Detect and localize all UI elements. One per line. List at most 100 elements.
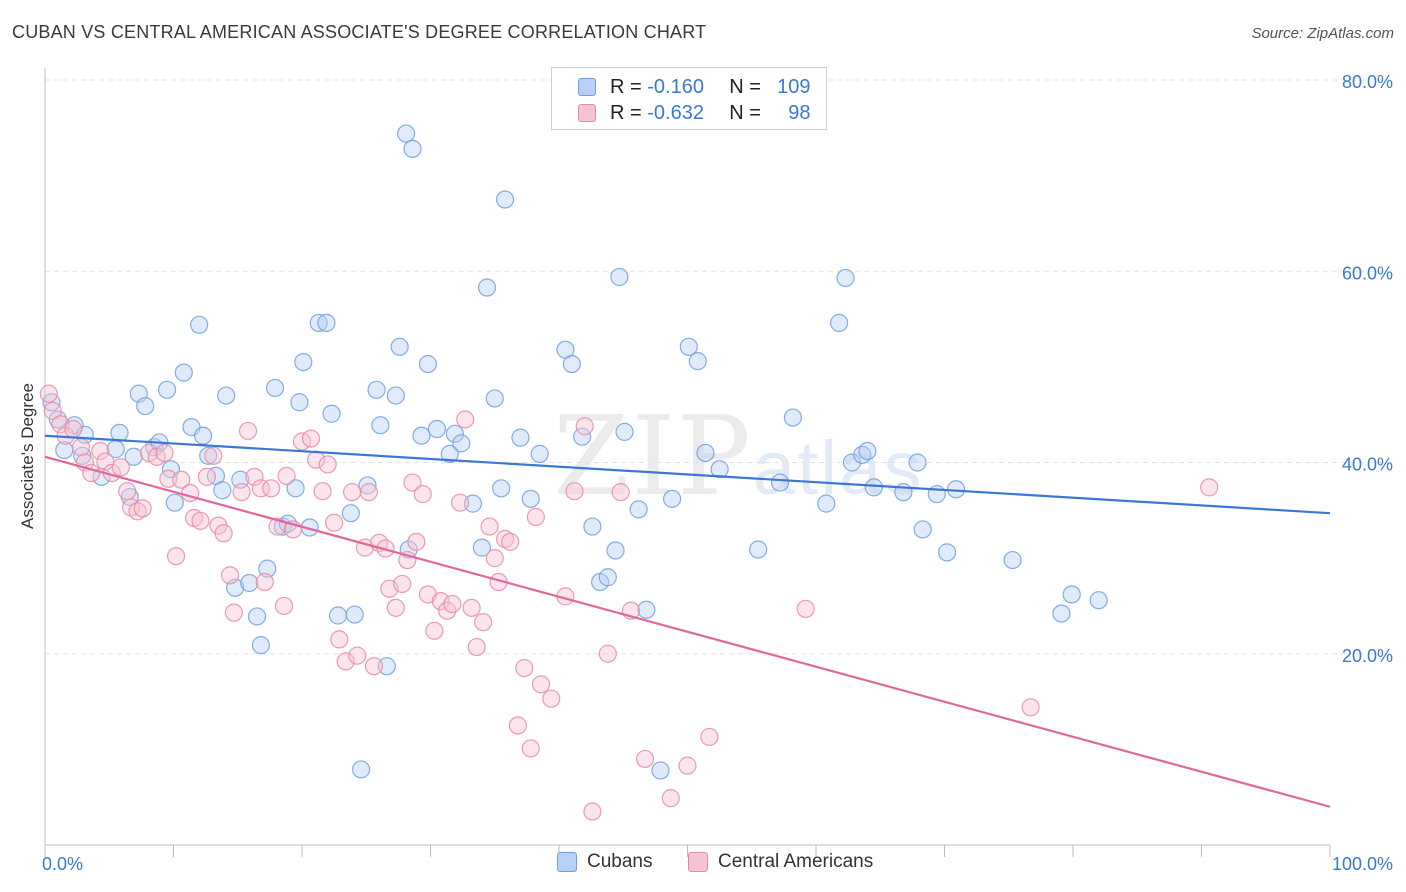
central-americans-point	[474, 613, 493, 632]
cubans-point	[495, 190, 515, 209]
central-americans-point	[678, 756, 697, 775]
cubans-point	[573, 427, 592, 446]
cubans-point	[377, 657, 396, 676]
cubans-point	[412, 426, 431, 445]
central-americans-point	[232, 483, 251, 502]
bottom-legend-swatch-cubans	[557, 852, 577, 872]
central-americans-point	[318, 455, 337, 474]
cubans-point	[830, 313, 849, 332]
cubans-point	[427, 419, 447, 439]
legend-row-central-americans: R = -0.632 N = 98	[578, 101, 811, 125]
chart-source: Source: ZipAtlas.com	[1251, 25, 1394, 42]
legend-n-label: N =	[729, 75, 761, 98]
central-americans-point	[255, 572, 274, 592]
cubans-point	[213, 481, 232, 500]
cubans-point	[651, 761, 670, 780]
cubans-point	[48, 410, 67, 429]
central-americans-point	[456, 410, 475, 429]
cubans-point	[530, 444, 549, 463]
cubans-point	[485, 389, 504, 408]
central-americans-point	[277, 466, 296, 485]
central-americans-point	[64, 419, 83, 439]
cubans-point	[842, 453, 862, 472]
central-americans-point	[413, 484, 432, 504]
bottom-legend-swatch-central-americans	[688, 852, 708, 872]
cubans-point	[317, 313, 336, 332]
central-americans-point	[220, 566, 240, 585]
central-americans-point	[583, 802, 602, 821]
cubans-point	[1062, 585, 1081, 604]
cubans-point	[864, 478, 883, 497]
cubans-point	[258, 559, 277, 578]
bottom-legend-label-cubans: Cubans	[587, 851, 653, 872]
central-americans-point	[386, 598, 405, 617]
cubans-point	[157, 380, 177, 399]
legend-r-label: R =	[610, 101, 642, 124]
cubans-point	[477, 278, 497, 297]
legend-n-label: N =	[729, 101, 761, 124]
bottom-legend-central-americans: Central Americans	[688, 851, 873, 873]
central-americans-point	[43, 401, 62, 420]
cubans-point	[629, 500, 648, 519]
cubans-point	[217, 386, 236, 405]
central-americans-point	[508, 716, 527, 735]
legend-row-cubans: R = -0.160 N = 109	[578, 75, 811, 99]
cubans-point	[463, 494, 483, 513]
central-americans-point	[425, 621, 444, 640]
central-americans-point	[301, 429, 321, 448]
cubans-point	[124, 447, 143, 466]
watermark-main: ZIP	[553, 392, 753, 520]
cubans-point	[341, 504, 360, 523]
cubans-point	[521, 489, 540, 508]
cubans-point	[710, 460, 729, 479]
chart-title: CUBAN VS CENTRAL AMERICAN ASSOCIATE'S DE…	[12, 22, 707, 42]
y-tick-label: 80.0%	[1342, 72, 1393, 92]
cubans-point	[472, 538, 491, 557]
cubans-point	[445, 424, 465, 443]
central-americans-point	[450, 493, 470, 512]
central-americans-point	[118, 482, 137, 501]
central-americans-point	[91, 441, 110, 461]
cubans-point	[265, 378, 285, 398]
central-americans-point	[343, 483, 362, 502]
cubans-point	[606, 541, 625, 560]
central-americans-point	[348, 646, 367, 665]
central-americans-point	[191, 511, 210, 530]
central-americans-point	[262, 479, 281, 498]
cubans-point	[358, 476, 377, 495]
cubans-point	[937, 543, 957, 562]
legend-r-value: -0.160	[647, 75, 704, 98]
cubans-point	[386, 386, 405, 405]
cubans-point	[598, 568, 617, 587]
central-americans-point	[359, 483, 378, 502]
cubans-point	[440, 444, 459, 463]
cubans-point	[836, 268, 855, 288]
y-tick-label: 20.0%	[1342, 646, 1393, 666]
central-americans-point	[197, 467, 217, 486]
central-americans-point	[214, 524, 233, 543]
cubans-point	[193, 426, 213, 445]
cubans-point	[136, 396, 155, 416]
watermark-sub: atlas	[752, 426, 924, 511]
central-americans-point	[71, 438, 91, 457]
watermark: ZIPatlas	[553, 392, 923, 520]
central-americans-point	[224, 603, 243, 622]
central-americans-point	[700, 727, 719, 747]
cubans-point	[817, 494, 836, 513]
legend-r-label: R =	[610, 75, 642, 98]
cubans-point	[286, 479, 305, 498]
cubans-point	[662, 489, 682, 508]
central-americans-point	[330, 630, 349, 649]
cubans-point	[770, 473, 790, 492]
central-americans-point	[661, 789, 680, 808]
central-americans-point	[485, 549, 504, 568]
cubans-point	[583, 517, 602, 536]
cubans-point	[240, 573, 259, 593]
central-americans-point	[635, 749, 655, 769]
central-americans-point	[313, 482, 332, 501]
central-americans-point	[336, 652, 355, 671]
stats-legend: R = -0.160 N = 109 R = -0.632 N = 98	[551, 67, 827, 130]
cubans-point	[696, 443, 715, 463]
cubans-point	[749, 540, 768, 559]
